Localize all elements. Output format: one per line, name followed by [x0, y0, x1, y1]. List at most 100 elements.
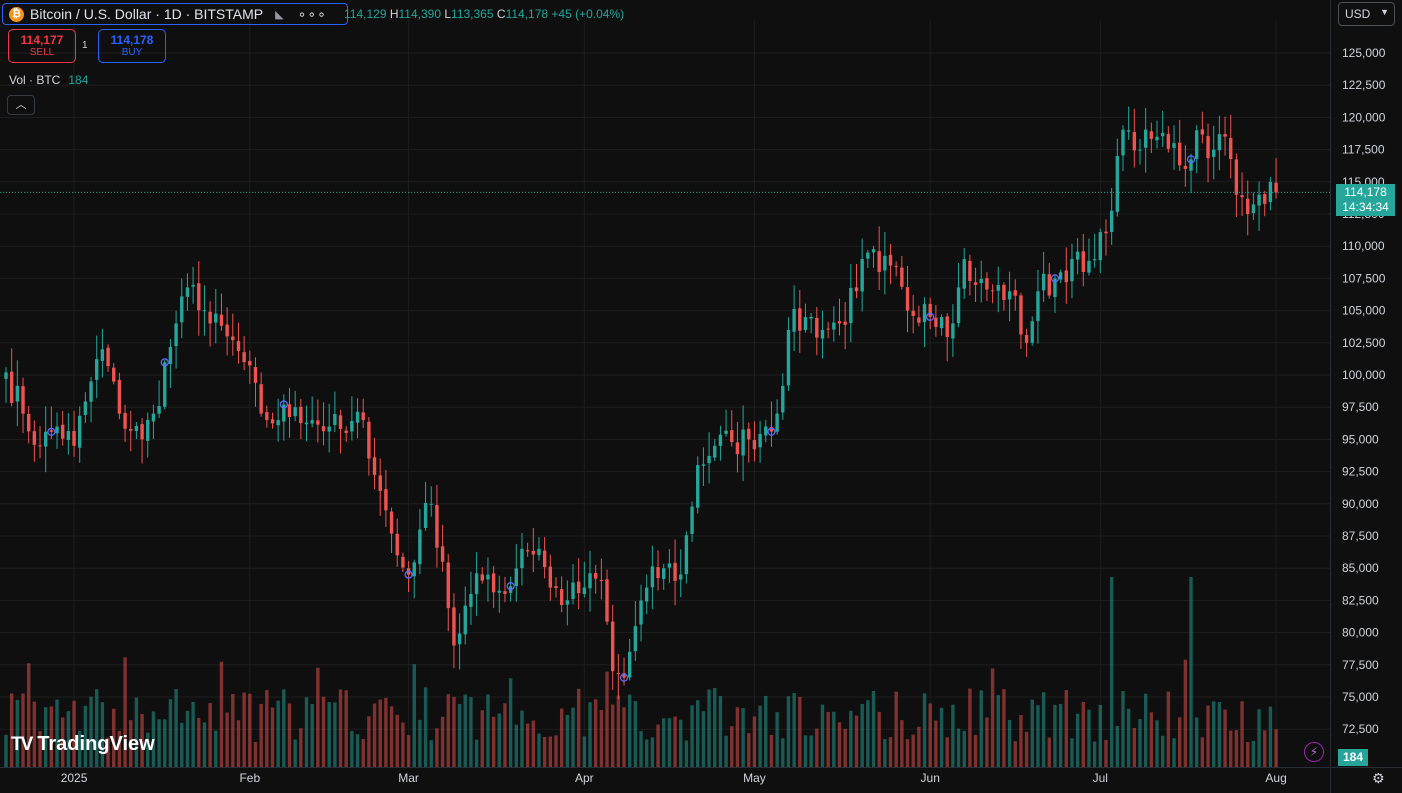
volume-bar	[1189, 577, 1193, 767]
volume-bar	[100, 702, 105, 767]
settings-gear-icon[interactable]: ⚙	[1372, 770, 1385, 786]
volume-bar	[1019, 715, 1023, 767]
candle-body	[826, 328, 830, 330]
volume-bar	[1240, 701, 1244, 767]
candle-body	[1132, 132, 1137, 151]
buy-button[interactable]: 114,178 BUY	[98, 29, 166, 63]
volume-bar	[15, 699, 20, 767]
candle-body	[707, 455, 711, 464]
volume-bar	[1268, 706, 1273, 767]
volume-bar	[747, 733, 751, 767]
candle-body	[1024, 334, 1029, 343]
volume-bar	[355, 734, 360, 767]
volume-bar	[117, 730, 122, 767]
volume-bar	[1115, 725, 1120, 767]
volume-bar	[1070, 738, 1074, 767]
candle-body	[1030, 321, 1034, 343]
candle-body	[1177, 142, 1182, 166]
candle-body	[123, 412, 127, 429]
lightning-icon[interactable]: ⚡	[1304, 742, 1324, 762]
volume-bar	[1223, 709, 1227, 767]
currency-select[interactable]: USD ▼	[1338, 2, 1395, 26]
candle-body	[639, 600, 643, 625]
tradingview-logo[interactable]: TV TradingView	[11, 733, 155, 756]
volume-bar	[968, 688, 972, 767]
symbol-title[interactable]: ₿ Bitcoin / U.S. Dollar · 1D · BITSTAMP …	[2, 3, 348, 25]
candle-body	[168, 347, 173, 364]
more-menu-icon[interactable]: ∘∘∘	[297, 5, 327, 22]
bar-countdown: 14:34:34	[1342, 200, 1389, 214]
volume-bar	[662, 718, 666, 767]
sell-button[interactable]: 114,177 SELL	[8, 29, 76, 63]
candle-body	[1098, 232, 1103, 261]
volume-bar	[333, 702, 337, 767]
volume-bar	[78, 730, 82, 767]
volume-bar	[730, 726, 734, 767]
candle-body	[752, 440, 757, 450]
volume-bar	[338, 689, 343, 767]
candle-body	[270, 419, 275, 424]
volume-bar	[792, 693, 796, 767]
volume-bar	[815, 728, 819, 767]
candle-body	[1263, 194, 1267, 204]
candle-body	[724, 430, 728, 434]
candle-body	[61, 424, 65, 439]
candle-body	[316, 420, 320, 425]
volume-bar	[990, 668, 995, 767]
candle-body	[934, 317, 938, 327]
volume-bar	[599, 710, 604, 767]
volume-bar	[525, 723, 530, 767]
volume-bar	[593, 699, 598, 767]
volume-bar	[542, 736, 547, 767]
candle-body	[1019, 295, 1023, 335]
flag-icon[interactable]: ◣	[275, 8, 284, 21]
candle-body	[361, 412, 365, 421]
candle-body	[327, 426, 331, 432]
volume-bar	[809, 735, 813, 767]
y-tick-label: 92,500	[1342, 465, 1379, 479]
volume-bar	[384, 697, 388, 767]
collapse-legend-button[interactable]: ︿	[7, 95, 35, 115]
volume-bar	[253, 741, 258, 767]
volume-bar	[1138, 719, 1142, 767]
candle-body	[1013, 290, 1017, 296]
candle-body	[1115, 156, 1120, 212]
candle-body	[1229, 137, 1233, 159]
volume-bar	[55, 699, 59, 767]
candle-body	[474, 573, 479, 595]
volume-bar	[548, 736, 553, 767]
volume-bar	[832, 711, 836, 767]
candle-body	[559, 589, 564, 606]
volume-bar	[1047, 737, 1051, 767]
candle-body	[696, 465, 700, 508]
volume-bar	[610, 704, 615, 767]
candle-body	[900, 267, 904, 287]
volume-bar	[1160, 735, 1165, 767]
close-value: 114,178	[505, 7, 549, 21]
candle-body	[645, 587, 649, 602]
y-tick-label: 77,500	[1342, 658, 1379, 672]
candle-body	[849, 287, 853, 324]
x-tick-label: Feb	[239, 771, 260, 785]
volume-bar	[43, 707, 48, 767]
candle-body	[55, 426, 59, 434]
x-tick-label: Apr	[575, 771, 594, 785]
close-label: C	[496, 7, 506, 21]
volume-bar	[1217, 702, 1222, 767]
volume-bar	[469, 697, 473, 767]
order-quantity[interactable]: 1	[82, 40, 88, 51]
volume-bar	[605, 671, 609, 767]
candle-body	[1138, 149, 1142, 151]
volume-bar	[197, 717, 201, 767]
candle-body	[758, 433, 762, 448]
candle-body	[497, 590, 501, 593]
volume-bar	[26, 663, 31, 767]
volume-bar	[1087, 709, 1091, 767]
low-value: 113,365	[451, 7, 494, 21]
event-marker-icon	[506, 582, 515, 591]
candle-body	[338, 415, 343, 429]
volume-bar	[225, 712, 229, 767]
bitcoin-icon: ₿	[9, 6, 24, 22]
volume-bar	[1200, 737, 1205, 767]
